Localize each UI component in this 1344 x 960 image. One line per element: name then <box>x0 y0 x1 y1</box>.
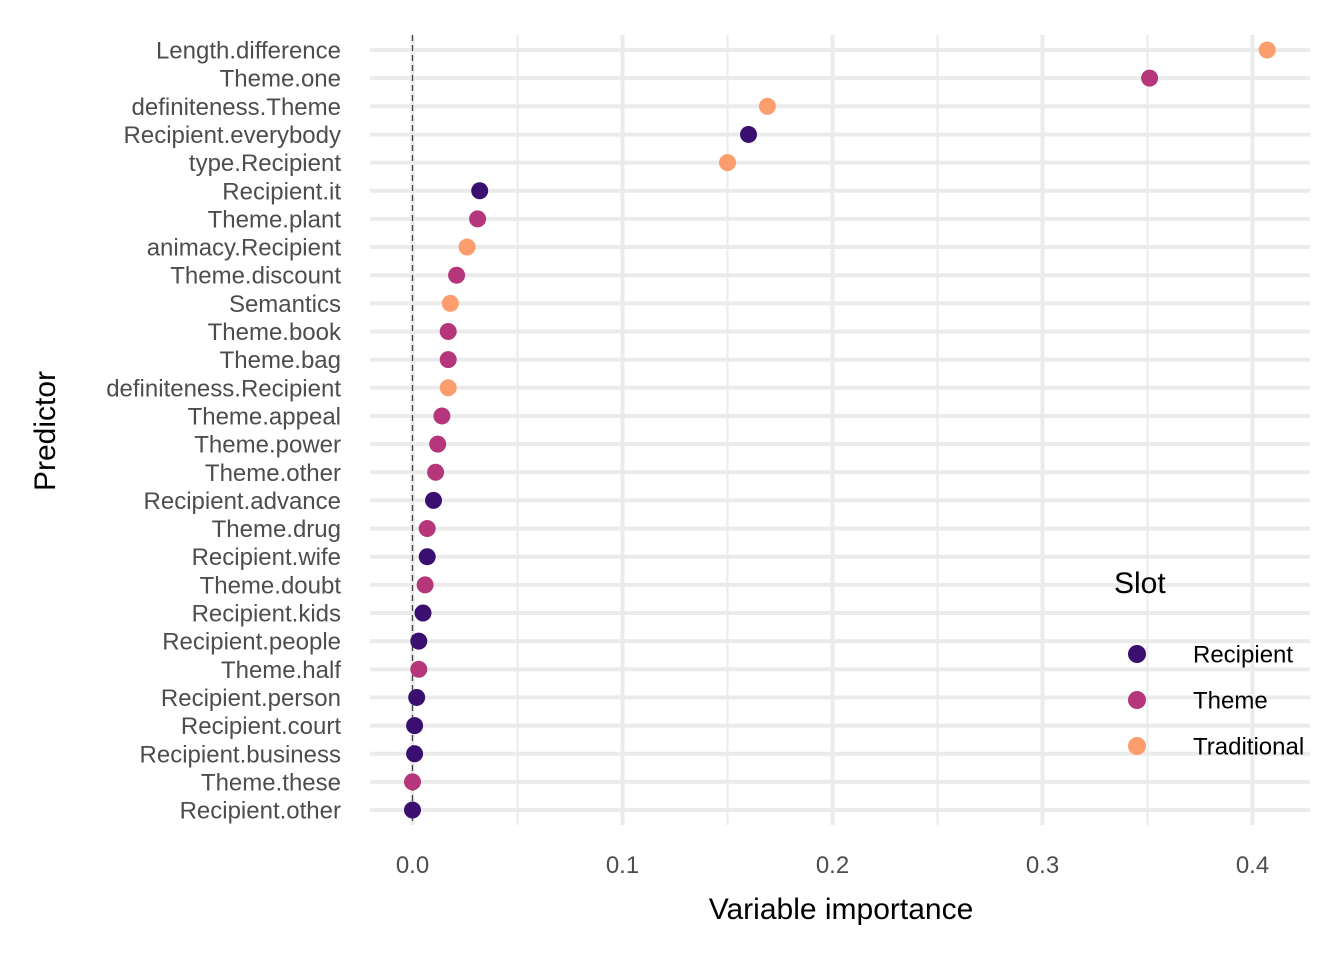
data-point <box>448 266 466 284</box>
data-point <box>429 435 447 453</box>
y-tick-label: Recipient.court <box>181 713 341 740</box>
data-point <box>418 520 436 538</box>
y-tick-label: animacy.Recipient <box>147 235 342 262</box>
y-tick-label: Theme.appeal <box>188 403 341 430</box>
data-point <box>410 632 428 650</box>
data-point <box>758 97 776 115</box>
y-tick-label: definiteness.Recipient <box>106 375 341 402</box>
y-tick-label: definiteness.Theme <box>132 94 341 121</box>
y-tick-label: Theme.discount <box>170 263 341 290</box>
y-tick-label: Theme.these <box>201 769 341 796</box>
y-tick-label: Recipient.it <box>222 178 341 205</box>
data-point <box>719 154 736 172</box>
y-tick-label: Theme.other <box>205 460 341 487</box>
data-point <box>1258 41 1276 59</box>
legend-label: Theme <box>1193 688 1268 715</box>
x-tick-label: 0.1 <box>606 852 639 879</box>
x-tick-labels: 0.0 0.1 0.2 0.3 0.4 <box>396 852 1269 879</box>
data-point <box>433 407 451 425</box>
y-tick-label: Semantics <box>229 291 341 318</box>
data-point <box>441 294 459 312</box>
y-tick-label: Theme.half <box>221 657 341 684</box>
legend-label: Traditional <box>1193 734 1304 761</box>
legend-key <box>1128 645 1146 663</box>
data-point <box>427 463 445 481</box>
data-points <box>404 41 1276 819</box>
y-tick-label: Theme.book <box>208 319 342 346</box>
data-point <box>418 548 436 566</box>
y-gridlines <box>370 48 1310 813</box>
y-tick-labels: Length.differenceTheme.onedefiniteness.T… <box>106 38 342 825</box>
y-tick-label: Theme.one <box>220 66 341 93</box>
y-tick-label: Theme.doubt <box>200 572 342 599</box>
x-axis-title: Variable importance <box>709 893 974 926</box>
legend-title: Slot <box>1114 567 1166 600</box>
data-point <box>469 210 487 228</box>
y-tick-label: Theme.power <box>194 432 341 459</box>
data-point <box>439 351 457 369</box>
data-point <box>458 238 476 256</box>
y-tick-label: Recipient.person <box>161 685 341 712</box>
y-tick-label: Recipient.advance <box>144 488 341 515</box>
y-tick-label: Recipient.everybody <box>124 122 341 149</box>
data-point <box>410 660 428 678</box>
data-point <box>439 323 457 340</box>
legend-entries: Recipient Theme Traditional <box>1128 642 1304 761</box>
data-point <box>406 745 424 763</box>
y-tick-label: Recipient.kids <box>192 601 341 628</box>
y-tick-label: Theme.plant <box>208 206 342 233</box>
data-point <box>471 182 489 200</box>
y-axis-title: Predictor <box>29 371 62 491</box>
legend-key <box>1128 737 1146 755</box>
data-point <box>1141 69 1159 87</box>
data-point <box>404 773 421 791</box>
x-tick-label: 0.3 <box>1026 852 1059 879</box>
data-point <box>439 379 457 397</box>
y-tick-label: Theme.drug <box>212 516 341 543</box>
data-point <box>406 717 424 735</box>
data-point <box>414 604 432 622</box>
x-tick-label: 0.2 <box>816 852 849 879</box>
y-tick-label: type.Recipient <box>189 150 341 177</box>
data-point <box>404 801 421 819</box>
y-tick-label: Recipient.wife <box>192 544 341 571</box>
legend: Slot Recipient Theme Traditional <box>1114 567 1304 761</box>
y-tick-label: Theme.bag <box>220 347 341 374</box>
legend-key <box>1128 691 1146 709</box>
y-tick-label: Recipient.business <box>140 741 341 768</box>
data-point <box>740 125 757 143</box>
data-point <box>416 576 434 594</box>
x-tick-label: 0.0 <box>396 852 429 879</box>
legend-label: Recipient <box>1193 642 1293 669</box>
y-tick-label: Recipient.other <box>180 798 341 825</box>
data-point <box>425 491 442 509</box>
data-point <box>408 688 426 706</box>
y-tick-label: Recipient.people <box>162 629 341 656</box>
y-tick-label: Length.difference <box>156 38 341 65</box>
x-gridlines <box>410 35 1255 825</box>
x-tick-label: 0.4 <box>1236 852 1269 879</box>
